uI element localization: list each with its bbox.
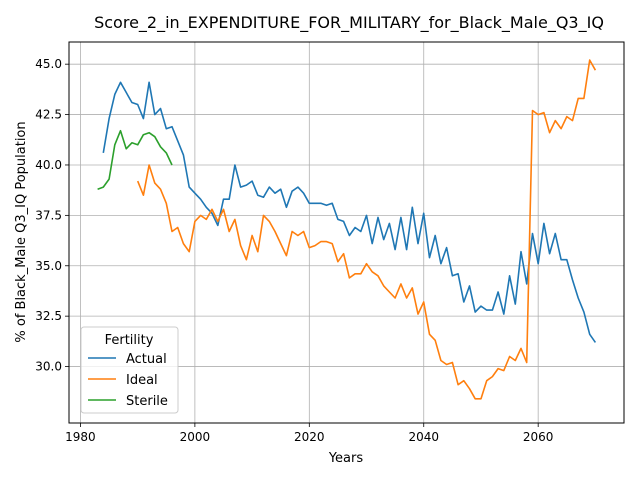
x-tick-label: 2060: [523, 430, 554, 444]
series-layer: [97, 59, 597, 400]
plot-frame: [68, 41, 625, 424]
series-line-actual: [102, 81, 597, 343]
y-axis: 30.0 32.5 35.0 37.5 40.0 42.5 45.0: [35, 57, 69, 374]
y-tick-label: 35.0: [35, 259, 62, 273]
series-line-ideal: [136, 59, 597, 400]
legend-label-sterile: Sterile: [126, 394, 168, 409]
x-axis: 1980 2000 2020 2040 2060: [65, 423, 553, 444]
x-tick-label: 2040: [408, 430, 439, 444]
y-tick-label: 42.5: [35, 108, 62, 122]
legend-title: Fertility: [105, 333, 154, 348]
legend-label-actual: Actual: [126, 352, 167, 367]
x-tick-label: 2020: [294, 430, 325, 444]
legend: Fertility Actual Ideal Sterile: [80, 326, 179, 414]
y-tick-label: 37.5: [35, 208, 62, 222]
chart-title: Score_2_in_EXPENDITURE_FOR_MILITARY_for_…: [94, 13, 604, 33]
x-axis-label: Years: [328, 451, 364, 466]
y-tick-label: 32.5: [35, 309, 62, 323]
y-axis-label: % of Black_Male Q3_IQ Population: [14, 121, 29, 342]
y-tick-label: 45.0: [35, 57, 62, 71]
y-tick-label: 40.0: [35, 158, 62, 172]
legend-box: [80, 326, 179, 414]
series-line-sterile: [97, 129, 173, 190]
legend-label-ideal: Ideal: [126, 373, 158, 388]
x-tick-label: 2000: [180, 430, 211, 444]
y-tick-label: 30.0: [35, 360, 62, 374]
x-tick-label: 1980: [65, 430, 96, 444]
legend-entries: Actual Ideal Sterile: [88, 352, 168, 409]
